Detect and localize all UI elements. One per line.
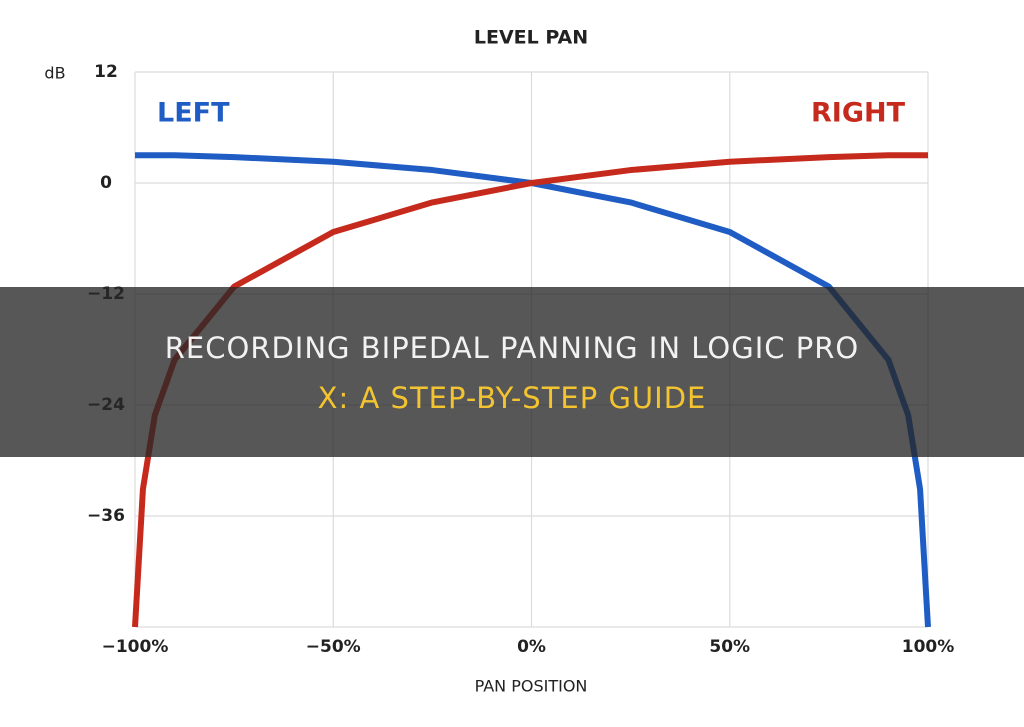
y-tick-label: 12 (94, 62, 118, 82)
x-axis-label: PAN POSITION (475, 677, 588, 696)
x-tick-label: −50% (306, 637, 361, 657)
legend-label: LEFT (157, 98, 230, 129)
banner-line: RECORDING BIPEDAL PANNING IN LOGIC PRO (165, 331, 859, 365)
chart-title: LEVEL PAN (474, 27, 588, 49)
y-tick-label: −36 (87, 506, 125, 526)
x-tick-label: 100% (902, 637, 955, 657)
legend-label: RIGHT (811, 98, 906, 129)
x-tick-label: 0% (517, 637, 546, 657)
banner (0, 287, 1024, 457)
y-tick-label: 0 (100, 173, 112, 193)
banner-line: X: A STEP-BY-STEP GUIDE (318, 381, 707, 415)
y-axis-label: dB (44, 64, 65, 83)
x-tick-label: −100% (102, 637, 169, 657)
x-tick-label: 50% (709, 637, 750, 657)
